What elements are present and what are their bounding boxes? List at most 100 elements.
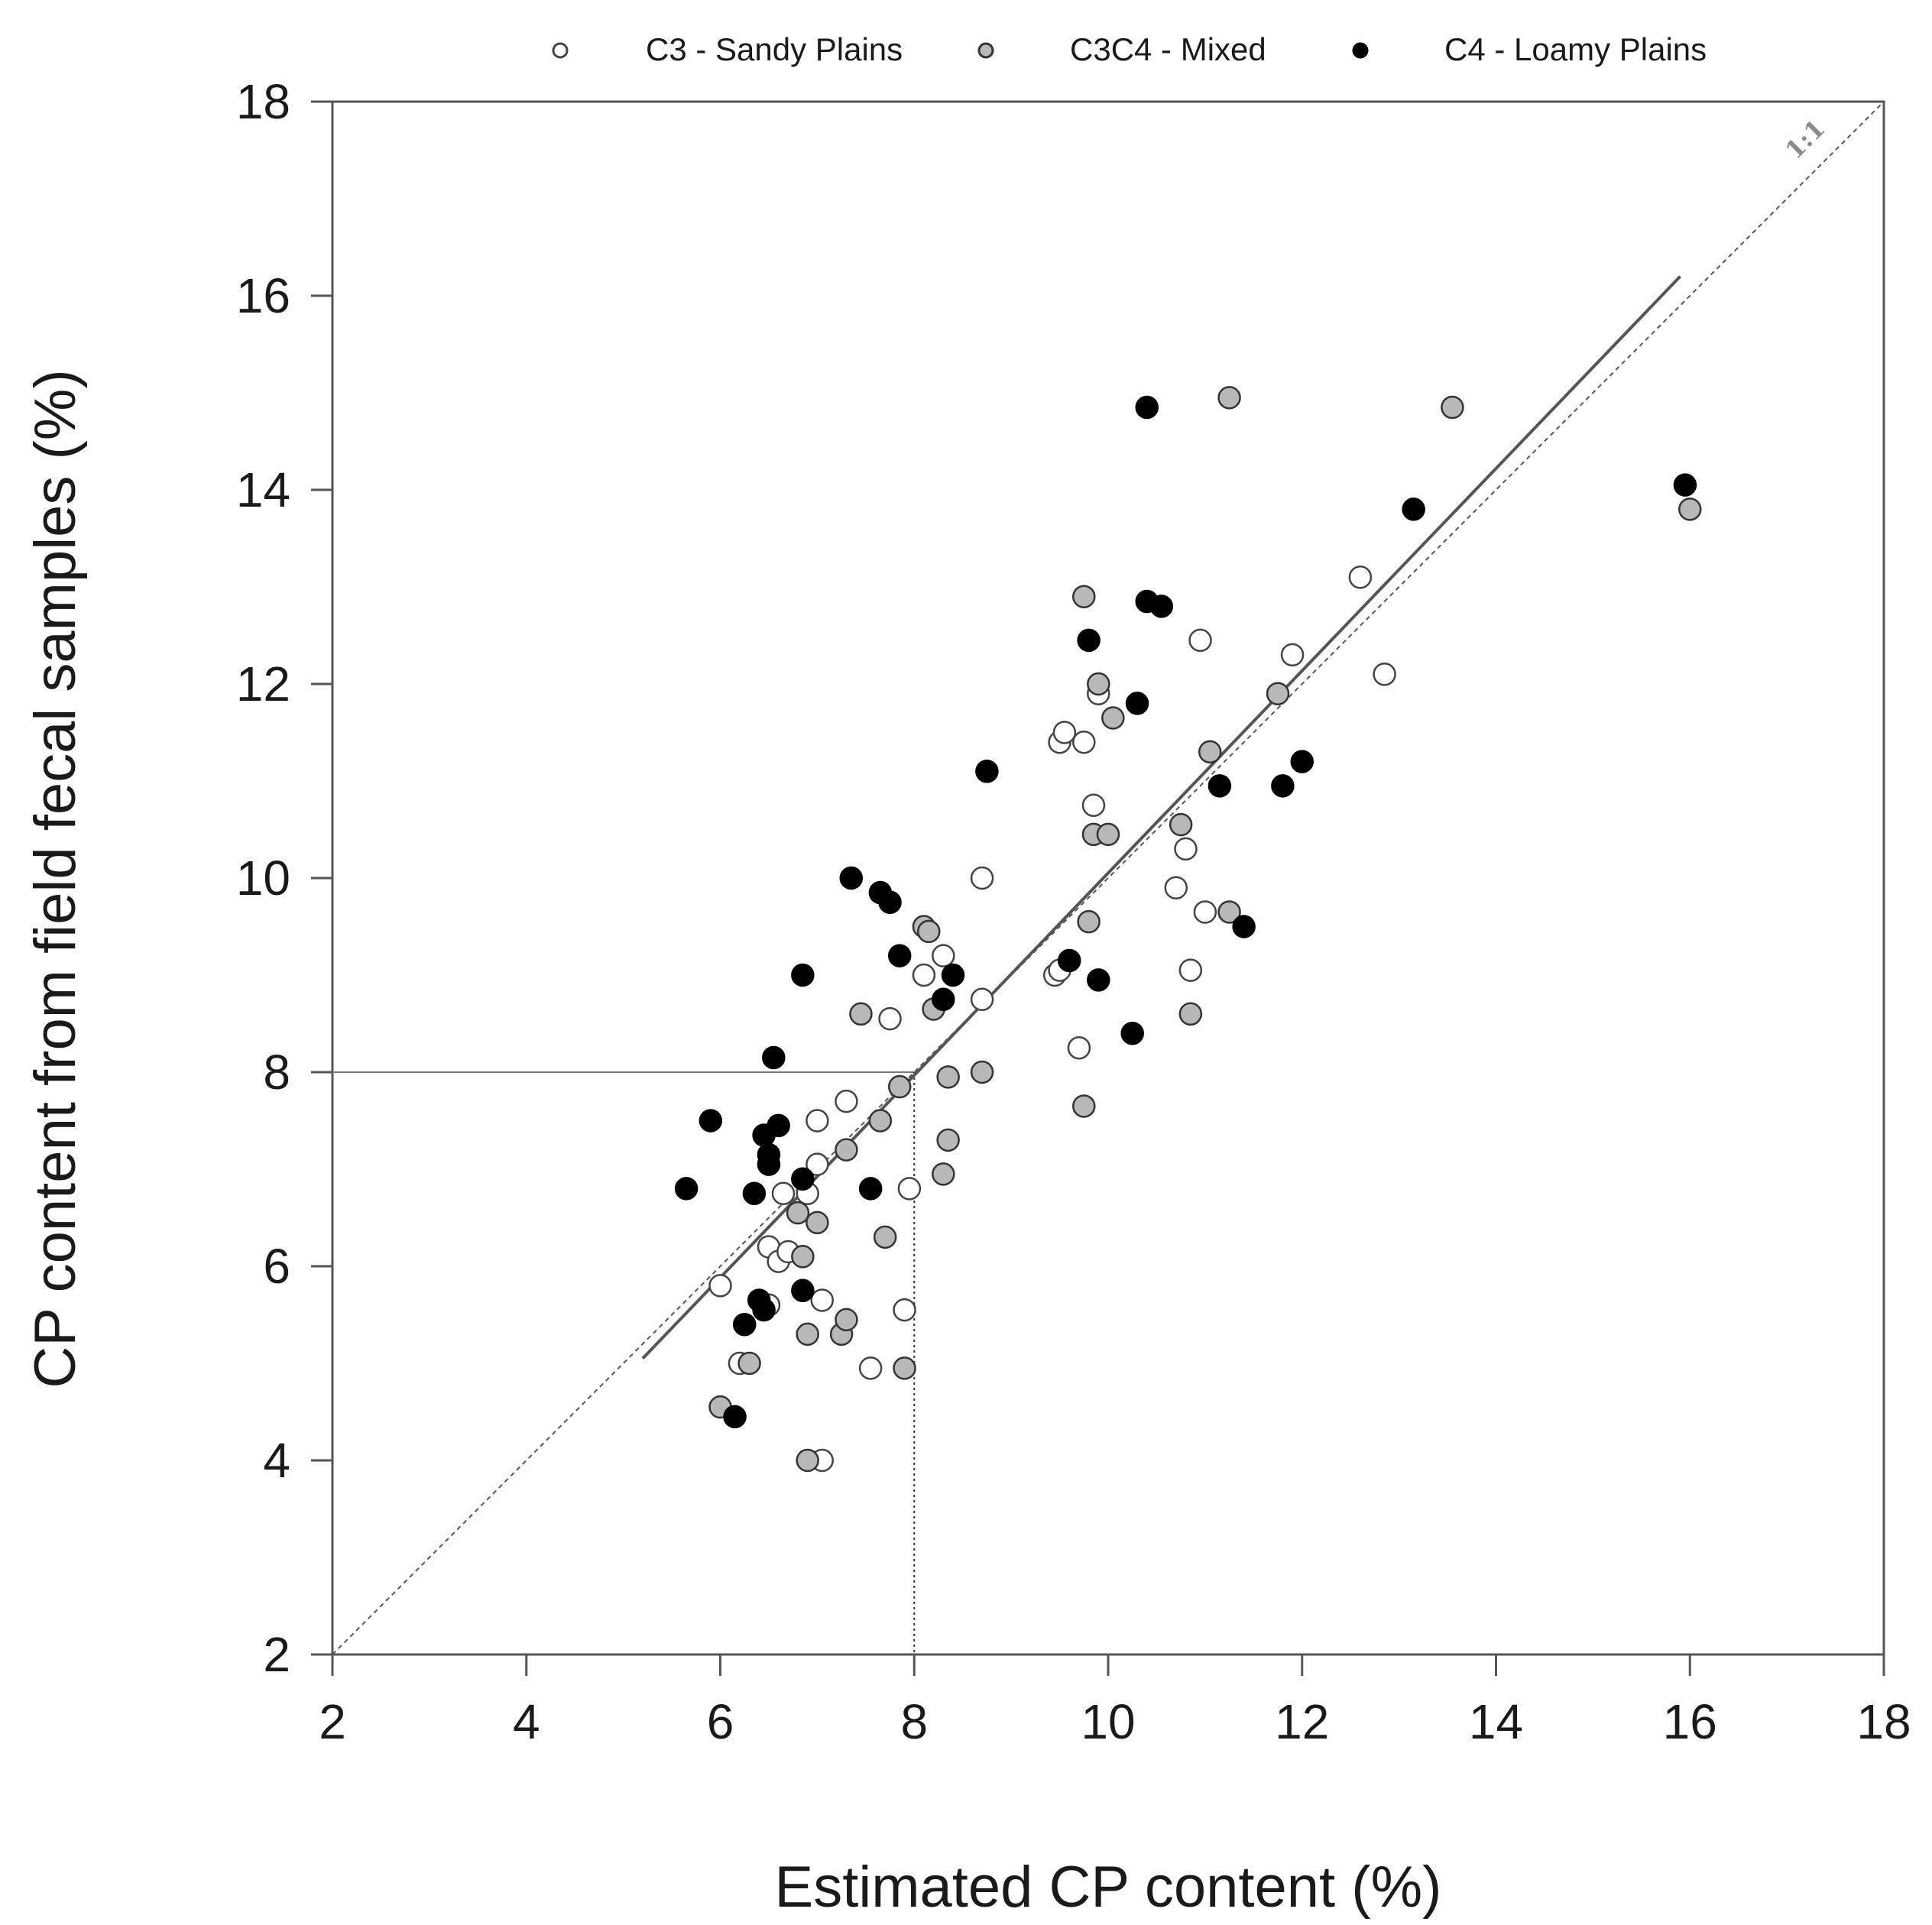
y-tick-label-8: 8 xyxy=(263,1045,290,1100)
point-c3c4-mixed-31 xyxy=(1178,1002,1203,1026)
y-tick-label-16: 16 xyxy=(236,268,290,323)
point-c3c4-mixed-22 xyxy=(970,1060,994,1084)
point-c3c4-mixed-15 xyxy=(893,1356,916,1380)
point-c4-loamy-plains-13 xyxy=(791,963,815,987)
point-c3c4-mixed-9 xyxy=(835,1308,858,1332)
point-c3c4-mixed-35 xyxy=(1266,682,1290,705)
y-tick-label-14: 14 xyxy=(236,462,290,517)
point-c3-sandy-plains-11 xyxy=(810,1288,834,1312)
y-axis-ticks: 2 4 6 8 10 12 14 16 18 xyxy=(236,74,332,1682)
x-tick-label-2: 2 xyxy=(319,1694,346,1749)
point-c4-loamy-plains-12 xyxy=(767,1113,790,1138)
x-tick-label-4: 4 xyxy=(513,1694,540,1749)
regression-line xyxy=(641,275,1682,1360)
legend-marker-c3c4 xyxy=(977,42,994,59)
regression-line-segment xyxy=(641,275,1682,1360)
point-c4-loamy-plains-32 xyxy=(1208,774,1232,798)
one-to-one-line xyxy=(332,101,1885,1655)
point-c3-sandy-plains-18 xyxy=(912,963,936,987)
point-c3-sandy-plains-15 xyxy=(878,1006,902,1031)
legend-marker-c3 xyxy=(552,42,569,59)
point-c3c4-mixed-24 xyxy=(1072,1094,1096,1118)
point-c4-loamy-plains-19 xyxy=(878,890,902,914)
point-c4-loamy-plains-5 xyxy=(742,1181,767,1205)
point-c4-loamy-plains-24 xyxy=(1058,948,1081,973)
point-c3-sandy-plains-26 xyxy=(1067,1036,1091,1060)
one-to-one-line-segment xyxy=(332,101,1885,1655)
point-c4-loamy-plains-34 xyxy=(1271,774,1295,798)
y-tick-label-2: 2 xyxy=(263,1627,290,1682)
point-c3-sandy-plains-33 xyxy=(1188,628,1212,653)
point-c3-sandy-plains-17 xyxy=(897,1177,922,1201)
point-c3c4-mixed-6 xyxy=(796,1448,819,1473)
point-c4-loamy-plains-35 xyxy=(1290,750,1314,773)
x-axis-ticks: 2 4 6 8 10 12 14 16 18 xyxy=(319,1654,1911,1749)
point-c3c4-mixed-28 xyxy=(1096,822,1120,847)
y-tick-label-4: 4 xyxy=(263,1433,290,1488)
point-c4-loamy-plains-37 xyxy=(1673,473,1697,497)
y-tick-label-10: 10 xyxy=(236,851,290,906)
point-c3c4-mixed-37 xyxy=(1678,497,1702,521)
legend-label-c3: C3 - Sandy Plains xyxy=(646,31,903,67)
point-c4-loamy-plains-22 xyxy=(941,963,965,987)
point-c3-sandy-plains-21 xyxy=(970,866,994,890)
point-c4-loamy-plains-31 xyxy=(1149,595,1174,618)
point-c3-sandy-plains-9 xyxy=(806,1152,829,1176)
x-axis-title: Estimated CP content (%) xyxy=(775,1855,1442,1920)
point-c4-loamy-plains-16 xyxy=(839,866,864,890)
point-c3c4-mixed-13 xyxy=(873,1225,897,1249)
x-tick-label-16: 16 xyxy=(1663,1694,1717,1749)
point-c3c4-mixed-7 xyxy=(806,1210,829,1235)
point-c3-sandy-plains-6 xyxy=(771,1181,796,1205)
point-c3c4-mixed-30 xyxy=(1169,812,1193,837)
legend: C3 - Sandy Plains C3C4 - Mixed C4 - Loam… xyxy=(552,31,1707,67)
point-c3-sandy-plains-25 xyxy=(1052,721,1077,744)
point-c3c4-mixed-33 xyxy=(1217,900,1241,924)
point-c4-loamy-plains-21 xyxy=(932,987,955,1011)
x-tick-label-14: 14 xyxy=(1469,1694,1523,1749)
point-c3-sandy-plains-19 xyxy=(932,944,955,967)
point-c3-sandy-plains-36 xyxy=(1348,566,1373,589)
legend-marker-c4 xyxy=(1352,42,1369,59)
point-c4-loamy-plains-26 xyxy=(1087,968,1110,992)
point-c3-sandy-plains-1 xyxy=(708,1274,732,1298)
point-c3c4-mixed-23 xyxy=(1072,585,1096,608)
point-c4-loamy-plains-14 xyxy=(791,1167,815,1191)
point-c4-loamy-plains-2 xyxy=(699,1109,723,1133)
point-c4-loamy-plains-7 xyxy=(752,1298,776,1322)
point-c3-sandy-plains-37 xyxy=(1373,663,1396,686)
data-points xyxy=(674,386,1702,1473)
y-tick-label-6: 6 xyxy=(263,1239,290,1294)
point-c4-loamy-plains-27 xyxy=(1120,1021,1144,1045)
point-c4-loamy-plains-1 xyxy=(674,1177,699,1201)
legend-label-c3c4: C3C4 - Mixed xyxy=(1070,31,1266,67)
point-c4-loamy-plains-17 xyxy=(858,1177,883,1201)
point-c3c4-mixed-3 xyxy=(786,1201,810,1225)
x-tick-label-10: 10 xyxy=(1081,1694,1135,1749)
point-c4-loamy-plains-33 xyxy=(1232,915,1256,938)
point-c3c4-mixed-12 xyxy=(868,1109,893,1133)
point-c3-sandy-plains-16 xyxy=(893,1298,916,1322)
series-c3c4-mixed xyxy=(708,386,1702,1473)
point-c4-loamy-plains-4 xyxy=(732,1312,757,1337)
point-c4-loamy-plains-3 xyxy=(723,1405,747,1429)
point-c3-sandy-plains-34 xyxy=(1193,900,1217,924)
x-tick-label-12: 12 xyxy=(1275,1694,1329,1749)
legend-label-c4: C4 - Loamy Plains xyxy=(1444,31,1707,67)
one-to-one-label: 1:1 xyxy=(1780,114,1831,165)
point-c3c4-mixed-25 xyxy=(1077,909,1101,934)
point-c3c4-mixed-20 xyxy=(936,1065,960,1089)
point-c3-sandy-plains-14 xyxy=(858,1356,883,1380)
point-c3-sandy-plains-28 xyxy=(1081,793,1106,817)
point-c4-loamy-plains-25 xyxy=(1077,628,1101,653)
point-c3c4-mixed-36 xyxy=(1441,395,1464,420)
point-c4-loamy-plains-20 xyxy=(887,944,912,967)
point-c3c4-mixed-19 xyxy=(932,1162,955,1186)
point-c3c4-mixed-29 xyxy=(1101,706,1125,730)
point-c3-sandy-plains-27 xyxy=(1072,730,1096,754)
point-c3-sandy-plains-13 xyxy=(835,1089,858,1113)
point-c3-sandy-plains-31 xyxy=(1174,837,1198,861)
x-tick-label-18: 18 xyxy=(1856,1694,1911,1749)
point-c3c4-mixed-32 xyxy=(1198,740,1222,764)
